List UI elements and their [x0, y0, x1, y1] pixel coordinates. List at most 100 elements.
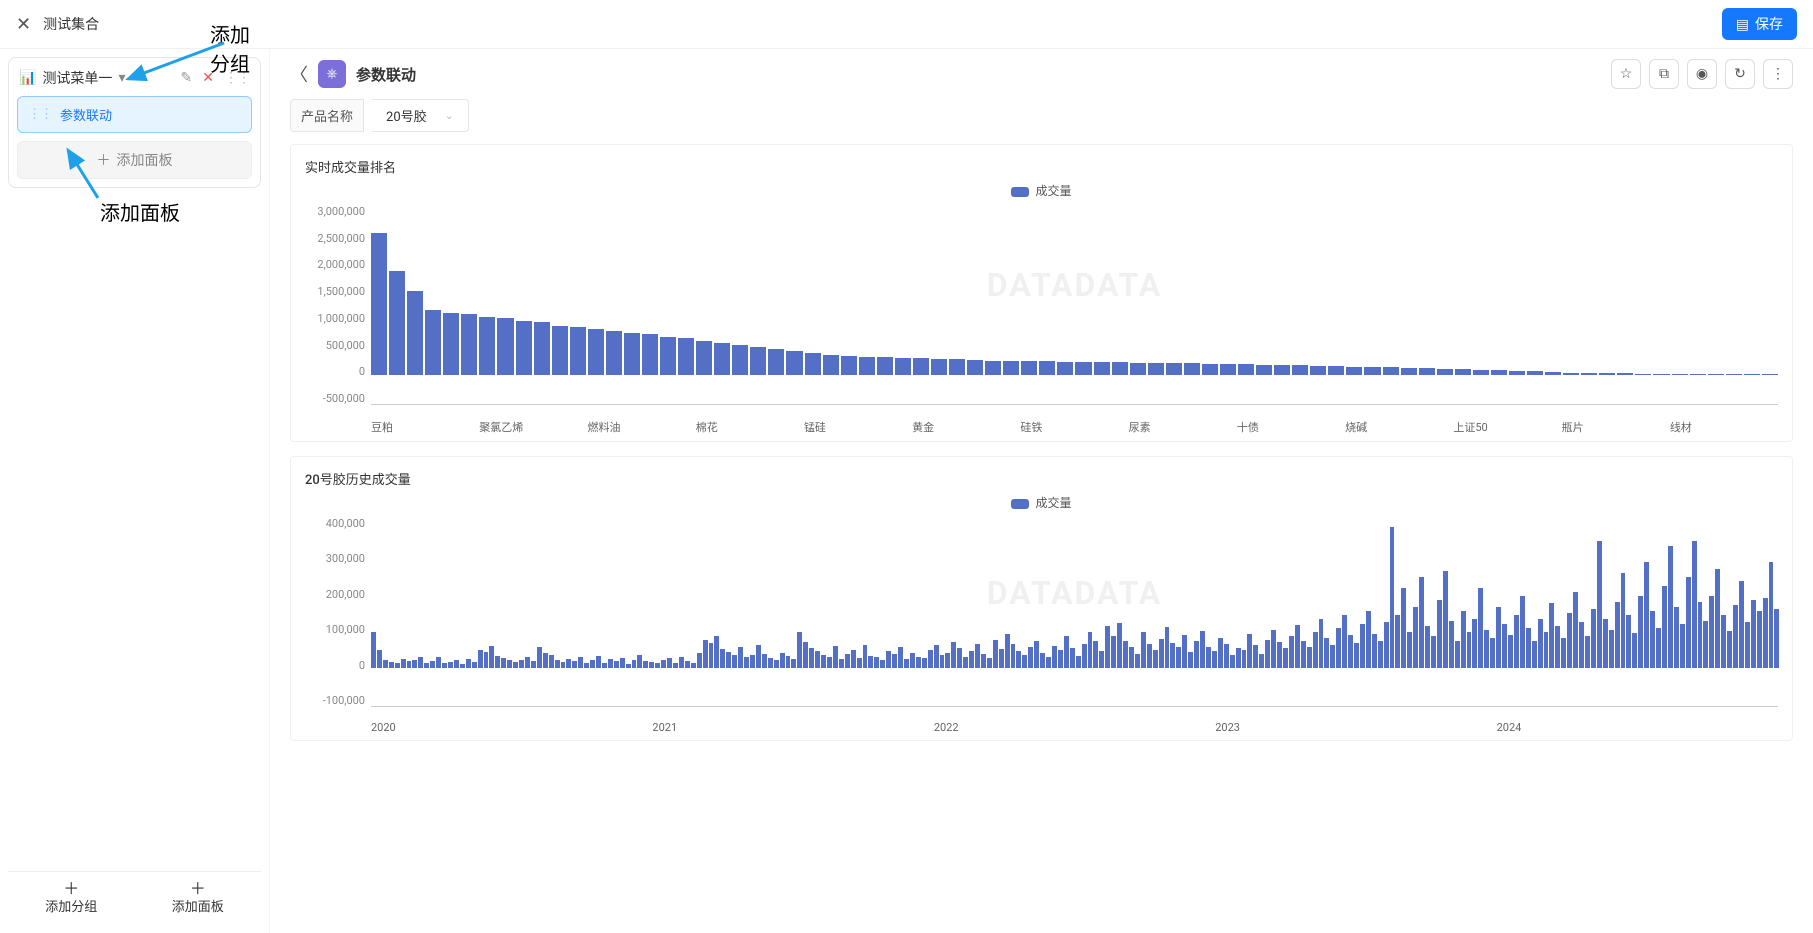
bar	[720, 649, 725, 668]
bar	[1502, 624, 1507, 668]
filter-select[interactable]: 20号胶 ⌄	[372, 99, 469, 132]
bar	[472, 662, 477, 668]
more-icon[interactable]: ⋮	[1763, 59, 1793, 89]
bar	[1112, 362, 1128, 375]
bar	[732, 345, 748, 376]
footer-add-group-button[interactable]: ＋ 添加分组	[8, 872, 135, 925]
chart2-xaxis: 20202021202220232024	[305, 721, 1778, 734]
bar	[1644, 562, 1649, 668]
bar	[1390, 527, 1395, 668]
bar	[1319, 619, 1324, 668]
bar	[1194, 641, 1199, 668]
bar	[1491, 370, 1507, 375]
bar	[967, 360, 983, 375]
bar	[845, 654, 850, 668]
bar	[985, 361, 1001, 376]
close-icon[interactable]: ✕	[16, 14, 31, 35]
bar	[1075, 362, 1091, 376]
bar	[537, 647, 542, 668]
bar	[1052, 646, 1057, 668]
bar	[809, 648, 814, 668]
chart2-title: 20号胶历史成交量	[305, 469, 1778, 488]
bar	[525, 657, 530, 668]
refresh-icon[interactable]: ↻	[1725, 59, 1755, 89]
bar	[1407, 632, 1412, 668]
save-button[interactable]: ▤ 保存	[1722, 8, 1797, 40]
chart2-legend: 成交量	[305, 494, 1778, 511]
bar	[691, 663, 696, 668]
bar	[1256, 365, 1272, 376]
bar	[827, 657, 832, 668]
bar	[892, 654, 897, 668]
footer-add-panel-button[interactable]: ＋ 添加面板	[135, 872, 262, 925]
bar	[797, 632, 802, 668]
add-panel-button[interactable]: ＋ 添加面板	[17, 141, 252, 179]
bar	[1003, 361, 1019, 376]
camera-icon[interactable]: ◉	[1687, 59, 1717, 89]
page-icon: ⎈	[318, 60, 346, 88]
bar	[1147, 644, 1152, 668]
bar	[1058, 650, 1063, 668]
bar	[1455, 369, 1471, 375]
panel-item[interactable]: ⋮⋮ 参数联动	[17, 96, 252, 133]
back-icon[interactable]: 〈	[290, 61, 308, 87]
bar	[516, 321, 532, 376]
bar	[999, 649, 1004, 668]
bar	[507, 660, 512, 668]
bar	[578, 657, 583, 668]
bar	[1123, 641, 1128, 668]
bar	[1265, 640, 1270, 668]
bar	[425, 310, 441, 376]
bar	[519, 660, 524, 668]
bar	[1672, 374, 1688, 375]
bar	[1563, 373, 1579, 376]
bar	[572, 661, 577, 668]
bar	[1206, 647, 1211, 668]
bar	[1437, 369, 1453, 376]
bar	[1549, 603, 1554, 668]
bar	[442, 663, 447, 668]
bar	[726, 652, 731, 668]
bar	[1292, 365, 1308, 375]
bar	[1040, 653, 1045, 668]
bar	[401, 659, 406, 669]
bar	[1016, 651, 1021, 668]
bar	[412, 660, 417, 668]
drag-icon[interactable]: ⋮⋮	[28, 107, 52, 122]
filter-value: 20号胶	[386, 106, 427, 125]
bar	[1170, 643, 1175, 668]
share-icon[interactable]: ⧉	[1649, 59, 1679, 89]
bar	[1538, 619, 1543, 668]
bar	[371, 233, 387, 375]
bar	[1662, 586, 1667, 668]
content: 〈 ⎈ 参数联动 ☆ ⧉ ◉ ↻ ⋮ 产品名称 20号胶 ⌄ 实时成交量排名 成…	[270, 49, 1813, 933]
bar	[1057, 362, 1073, 376]
star-icon[interactable]: ☆	[1611, 59, 1641, 89]
bar	[756, 645, 761, 668]
bar	[1617, 373, 1633, 375]
chart1-legend: 成交量	[305, 182, 1778, 199]
bar	[1011, 644, 1016, 668]
bar	[389, 662, 394, 668]
bar	[1599, 373, 1615, 375]
bar	[566, 659, 571, 668]
bar	[649, 662, 654, 668]
bar	[750, 347, 766, 376]
bar	[1449, 621, 1454, 669]
bar	[1431, 636, 1436, 668]
bar	[1413, 607, 1418, 668]
bar	[1739, 581, 1744, 668]
bar	[1366, 611, 1371, 668]
bar	[1378, 641, 1383, 668]
bar	[1726, 374, 1742, 375]
bar	[975, 644, 980, 668]
bar	[543, 653, 548, 668]
chart1-xaxis: 豆粕聚氯乙烯燃料油棉花锰硅黄金硅铁尿素十债烧碱上证50瓶片线材	[305, 419, 1778, 435]
bar	[786, 351, 802, 375]
bar	[1141, 632, 1146, 668]
bar	[1230, 655, 1235, 668]
bar	[673, 663, 678, 668]
bar	[1088, 632, 1093, 668]
arrow-to-panel	[58, 144, 110, 204]
bar	[624, 333, 640, 376]
